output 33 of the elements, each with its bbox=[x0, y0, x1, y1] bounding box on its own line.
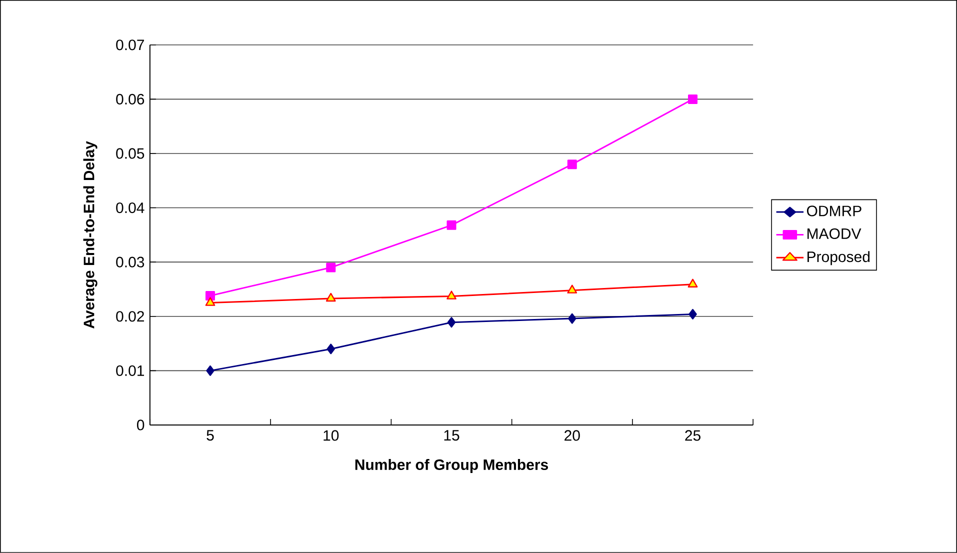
y-tick-label: 0.04 bbox=[116, 202, 144, 214]
y-tick-label: 0.07 bbox=[116, 40, 144, 50]
point bbox=[326, 262, 336, 272]
point bbox=[326, 292, 336, 302]
point bbox=[447, 317, 456, 328]
y-tick-label: 0.05 bbox=[116, 148, 144, 159]
x-tick-label: 10 bbox=[324, 430, 339, 441]
legend-label: MAODV bbox=[808, 228, 862, 240]
point bbox=[688, 309, 697, 320]
point bbox=[205, 297, 216, 306]
point bbox=[688, 94, 698, 104]
point bbox=[446, 220, 456, 230]
point bbox=[205, 291, 216, 301]
point bbox=[206, 365, 214, 376]
point bbox=[567, 160, 577, 170]
y-axis-title: Average End-to-End Delay bbox=[83, 141, 98, 329]
x-tick-label: 5 bbox=[206, 430, 214, 441]
y-tick-label: 0.01 bbox=[116, 365, 144, 376]
y-tick-label: 0.03 bbox=[116, 256, 144, 268]
x-axis-title: Number of Group Members bbox=[355, 459, 548, 474]
point bbox=[688, 278, 698, 288]
point bbox=[326, 344, 335, 354]
legend-label: Proposed bbox=[808, 251, 870, 266]
y-tick-label: 0.06 bbox=[116, 94, 144, 105]
point bbox=[567, 284, 578, 294]
x-tick-label: 25 bbox=[685, 430, 700, 441]
y-tick-label: 0.02 bbox=[116, 311, 144, 322]
point bbox=[446, 290, 456, 300]
legend-label: ODMRP bbox=[806, 206, 862, 216]
point bbox=[568, 313, 576, 324]
x-tick-label: 15 bbox=[444, 430, 460, 441]
y-tick-label: 0 bbox=[136, 420, 144, 430]
x-tick-label: 20 bbox=[564, 430, 580, 441]
